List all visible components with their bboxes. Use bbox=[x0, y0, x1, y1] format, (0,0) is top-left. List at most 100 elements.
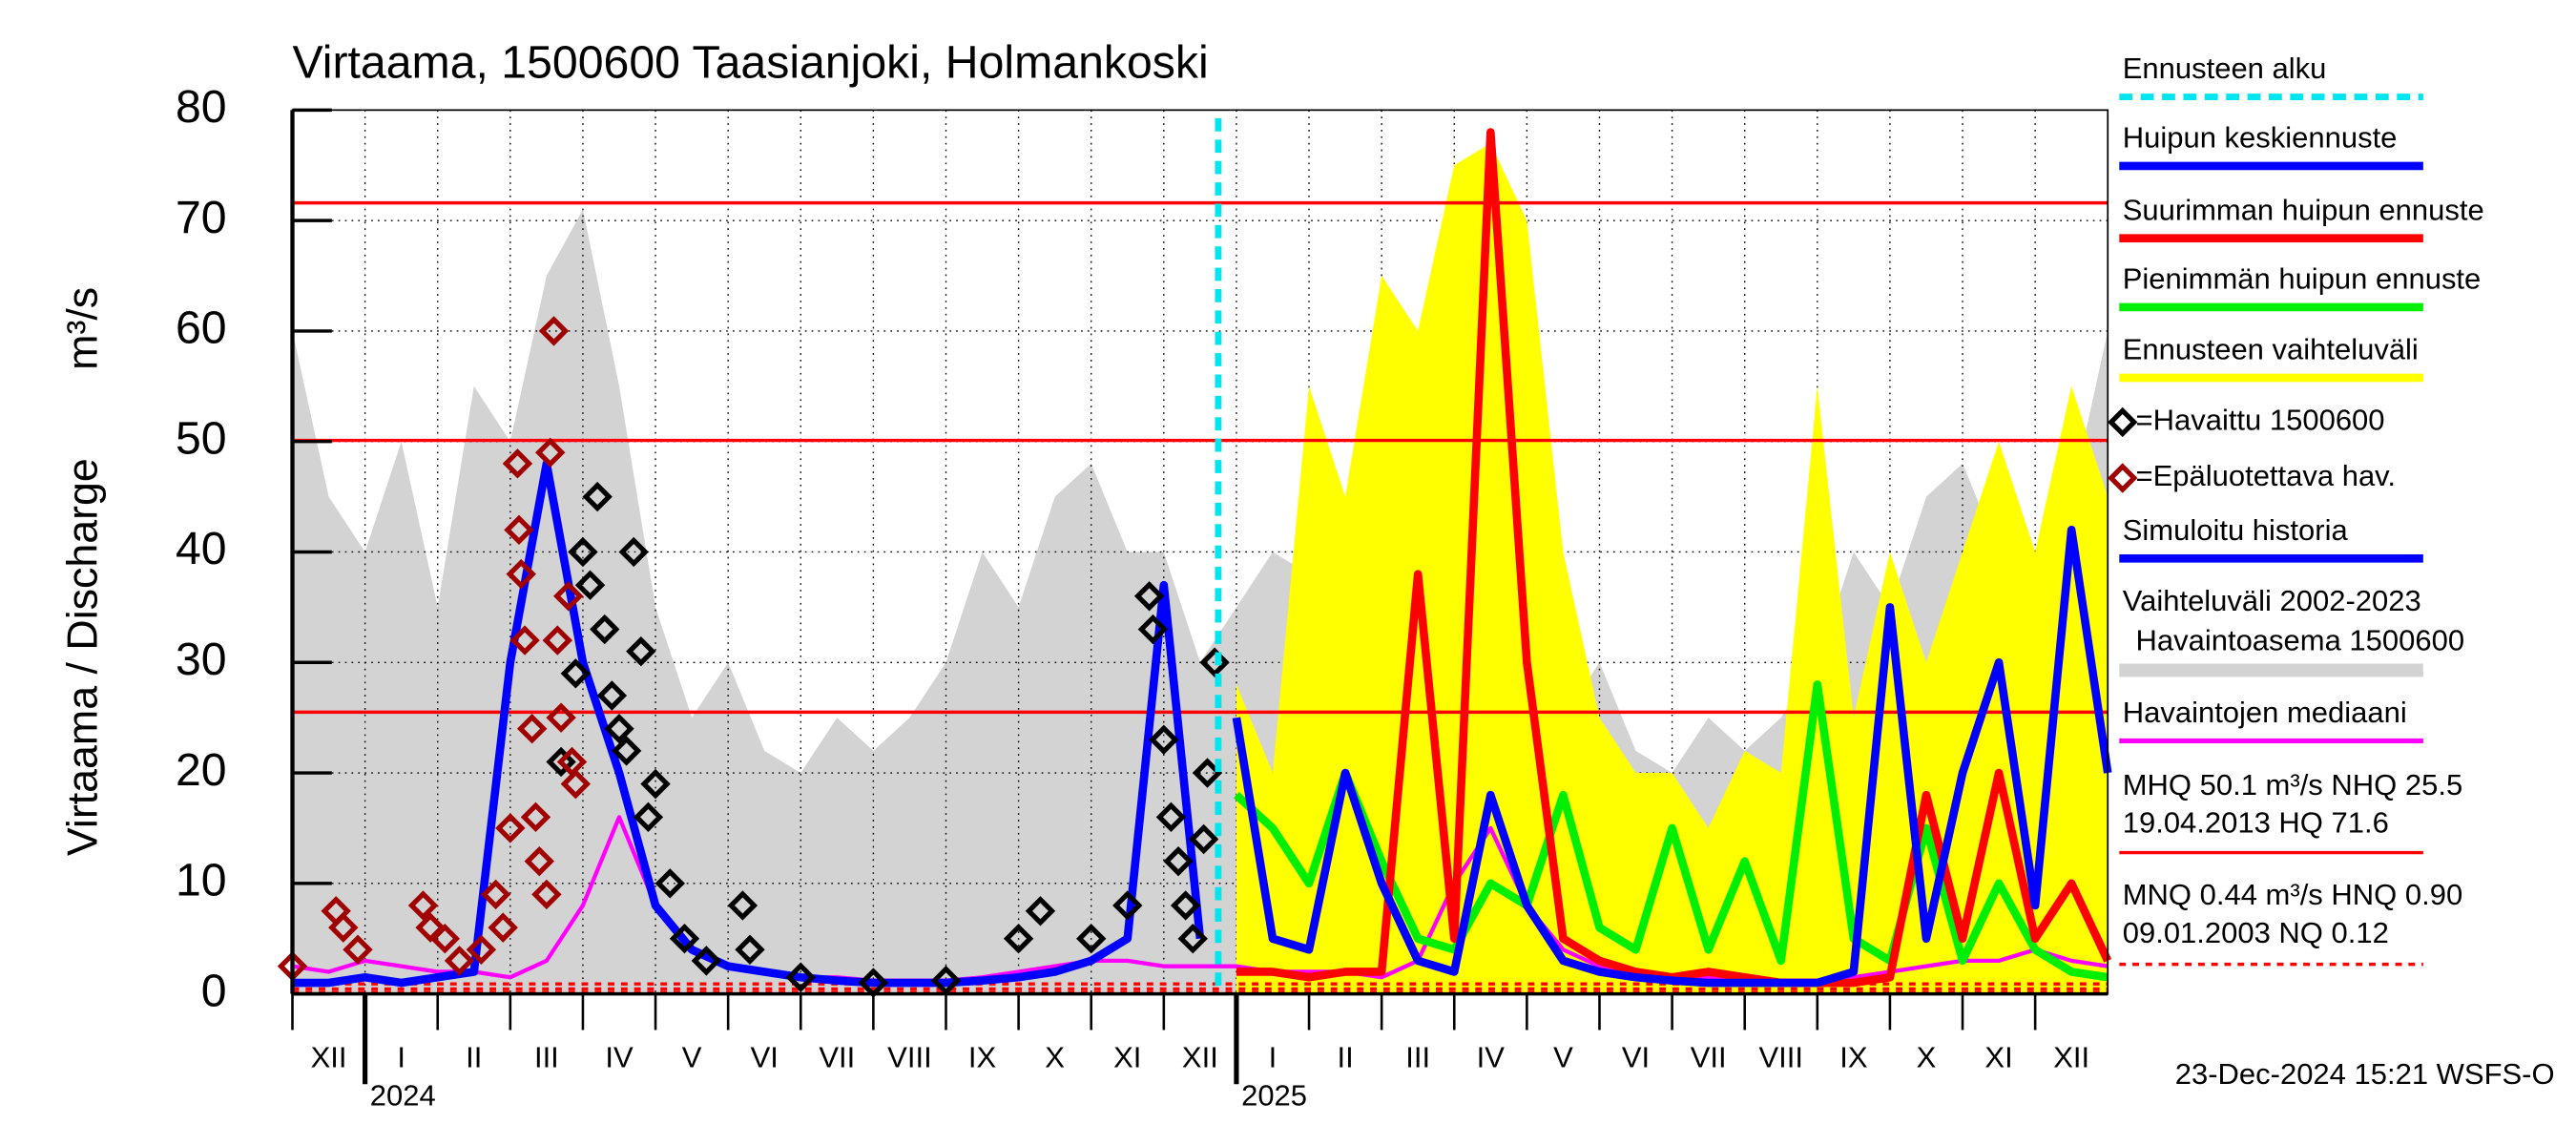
month-label: VI bbox=[751, 1041, 779, 1074]
observation bbox=[542, 625, 573, 656]
month-label: II bbox=[1337, 1041, 1353, 1074]
observation bbox=[495, 813, 526, 843]
observation bbox=[546, 702, 576, 733]
observation bbox=[488, 912, 518, 943]
observation bbox=[502, 448, 533, 479]
observation bbox=[1003, 924, 1034, 954]
y-axis-label: Virtaama / Discharge bbox=[58, 458, 106, 856]
y-axis-unit: m³/s bbox=[58, 287, 106, 370]
legend-marker bbox=[2108, 463, 2138, 493]
footer: 23-Dec-2024 15:21 WSFS-O bbox=[2175, 1057, 2555, 1091]
observation bbox=[735, 934, 765, 965]
month-label: VII bbox=[1691, 1041, 1727, 1074]
observation bbox=[509, 625, 540, 656]
observation bbox=[429, 924, 461, 954]
observation bbox=[553, 581, 584, 612]
observation bbox=[560, 658, 592, 689]
range-area bbox=[1236, 143, 2109, 994]
month-label: XII bbox=[2053, 1041, 2089, 1074]
legend-label: Pienimmän huipun ennuste bbox=[2123, 262, 2482, 296]
observation bbox=[611, 736, 642, 766]
month-label: II bbox=[466, 1041, 482, 1074]
month-label: X bbox=[1917, 1041, 1937, 1074]
legend-label: Havaintoasema 1500600 bbox=[2136, 623, 2465, 656]
month-label: VIII bbox=[887, 1041, 932, 1074]
observation bbox=[407, 890, 439, 921]
observation bbox=[568, 536, 598, 568]
month-label: III bbox=[1405, 1041, 1430, 1074]
legend-label: Simuloitu historia bbox=[2123, 513, 2349, 547]
month-label: V bbox=[1553, 1041, 1573, 1074]
legend-label: 19.04.2013 HQ 71.6 bbox=[2123, 805, 2389, 839]
legend-label: =Havaittu 1500600 bbox=[2136, 404, 2385, 437]
observation bbox=[1133, 581, 1165, 612]
legend-label: Vaihteluväli 2002-2023 bbox=[2123, 584, 2421, 617]
month-label: XI bbox=[1984, 1041, 2012, 1074]
observation bbox=[1170, 890, 1201, 921]
y-tick-label: 30 bbox=[176, 634, 227, 685]
observation bbox=[480, 879, 511, 910]
month-label: III bbox=[534, 1041, 559, 1074]
y-tick-label: 0 bbox=[201, 965, 227, 1016]
y-tick-label: 10 bbox=[176, 855, 227, 906]
observation bbox=[516, 714, 548, 744]
observation bbox=[546, 746, 576, 778]
y-tick-label: 40 bbox=[176, 523, 227, 574]
observation bbox=[1149, 724, 1179, 756]
observation bbox=[538, 316, 570, 346]
chart-title: Virtaama, 1500600 Taasianjoki, Holmankos… bbox=[293, 37, 1209, 89]
year-label: 2024 bbox=[370, 1078, 436, 1112]
observation bbox=[1155, 802, 1187, 833]
observation bbox=[930, 966, 962, 996]
observation bbox=[1163, 845, 1194, 877]
observation bbox=[590, 614, 620, 645]
y-tick-label: 60 bbox=[176, 302, 227, 354]
month-label: VI bbox=[1622, 1041, 1650, 1074]
month-label: X bbox=[1045, 1041, 1065, 1074]
observation bbox=[1199, 647, 1230, 677]
legend-label: =Epäluotettava hav. bbox=[2136, 459, 2396, 492]
observation bbox=[328, 912, 359, 943]
observation bbox=[534, 437, 566, 468]
observation bbox=[785, 962, 816, 992]
observation bbox=[582, 481, 613, 512]
legend-label: Suurimman huipun ennuste bbox=[2123, 193, 2484, 226]
month-label: XI bbox=[1113, 1041, 1141, 1074]
observation bbox=[531, 879, 562, 910]
observation bbox=[1112, 890, 1143, 921]
observation bbox=[520, 802, 551, 833]
observation bbox=[604, 714, 634, 744]
observation bbox=[640, 768, 671, 800]
observation bbox=[669, 924, 700, 954]
month-label: I bbox=[1269, 1041, 1278, 1074]
observation bbox=[596, 680, 628, 711]
year-label: 2025 bbox=[1241, 1078, 1307, 1112]
series-line bbox=[292, 459, 1205, 988]
observation bbox=[654, 868, 685, 899]
observation bbox=[626, 635, 656, 667]
month-label: XII bbox=[1182, 1041, 1218, 1074]
legend-label: Huipun keskiennuste bbox=[2123, 121, 2398, 155]
observation bbox=[343, 934, 373, 965]
month-label: V bbox=[682, 1041, 702, 1074]
observation bbox=[444, 946, 475, 976]
y-tick-label: 70 bbox=[176, 192, 227, 243]
observation bbox=[524, 845, 554, 877]
observation bbox=[633, 802, 664, 833]
month-label: VII bbox=[819, 1041, 855, 1074]
month-label: IV bbox=[1477, 1041, 1506, 1074]
month-label: IX bbox=[1839, 1041, 1868, 1074]
observation bbox=[727, 890, 758, 921]
observation bbox=[466, 934, 497, 965]
y-tick-label: 20 bbox=[176, 744, 227, 796]
observation bbox=[1137, 614, 1169, 645]
legend-label: Ennusteen vaihteluväli bbox=[2123, 333, 2419, 366]
series-line bbox=[1232, 526, 2112, 988]
legend-label: MNQ 0.44 m³/s HNQ 0.90 bbox=[2123, 878, 2462, 911]
observation bbox=[560, 768, 592, 800]
month-label: IV bbox=[605, 1041, 634, 1074]
observation bbox=[1188, 823, 1219, 855]
observation bbox=[1076, 924, 1107, 954]
